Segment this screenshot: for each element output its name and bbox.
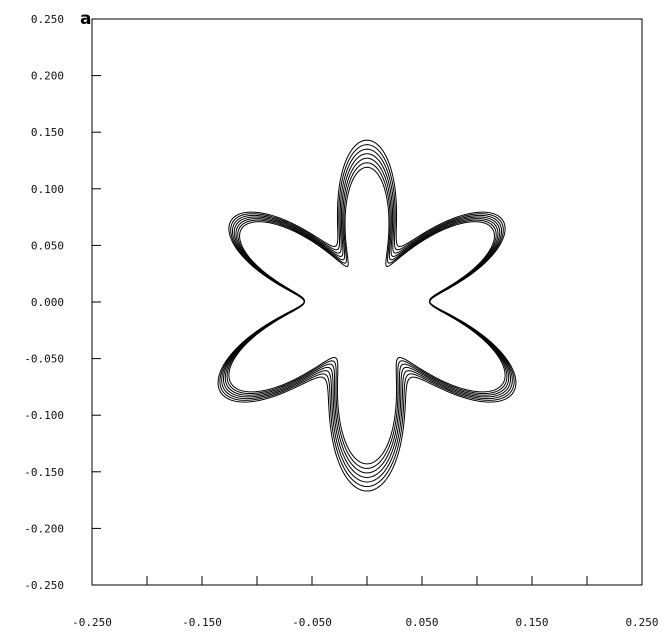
y-tick-label: 0.200 (31, 70, 64, 83)
x-tick-label: -0.250 (72, 616, 112, 629)
y-axis-ticks (92, 18, 101, 586)
panel-label: a (80, 9, 91, 29)
star-curve-6 (219, 162, 515, 488)
x-tick-label: -0.050 (292, 616, 332, 629)
y-tick-label: 0.050 (31, 239, 64, 252)
star-curve-4 (222, 153, 512, 478)
star-curve-5 (221, 157, 513, 483)
x-tick-label: 0.050 (405, 616, 438, 629)
x-tick-label: -0.150 (182, 616, 222, 629)
y-tick-label: 0.000 (31, 296, 64, 309)
y-tick-label: 0.250 (31, 13, 64, 26)
x-tick-label: 0.250 (625, 616, 658, 629)
y-tick-label: -0.050 (24, 353, 64, 366)
y-tick-label: -0.200 (24, 522, 64, 535)
star-curve-3 (224, 148, 510, 474)
curve-family (217, 139, 517, 492)
y-tick-label: -0.100 (24, 409, 64, 422)
y-tick-label: 0.100 (31, 183, 64, 196)
star-curve-2 (226, 144, 508, 469)
x-tick-label: 0.150 (515, 616, 548, 629)
star-curve-1 (228, 139, 506, 465)
x-axis-tick-labels: -0.250 -0.150 -0.050 0.050 0.150 0.250 (72, 616, 658, 629)
plot-frame (91, 18, 643, 586)
y-tick-label: -0.250 (24, 579, 64, 592)
x-axis-ticks (91, 576, 643, 585)
y-axis-tick-labels: 0.250 0.200 0.150 0.100 0.050 0.000 -0.050 -0.1… (24, 13, 64, 592)
y-tick-label: -0.150 (24, 466, 64, 479)
y-tick-label: 0.150 (31, 126, 64, 139)
star-curve-7 (217, 166, 517, 492)
